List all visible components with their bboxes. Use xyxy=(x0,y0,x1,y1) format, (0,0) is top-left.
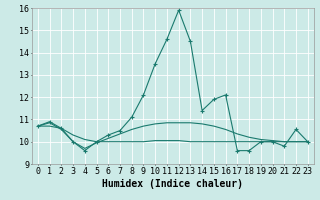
X-axis label: Humidex (Indice chaleur): Humidex (Indice chaleur) xyxy=(102,179,243,189)
